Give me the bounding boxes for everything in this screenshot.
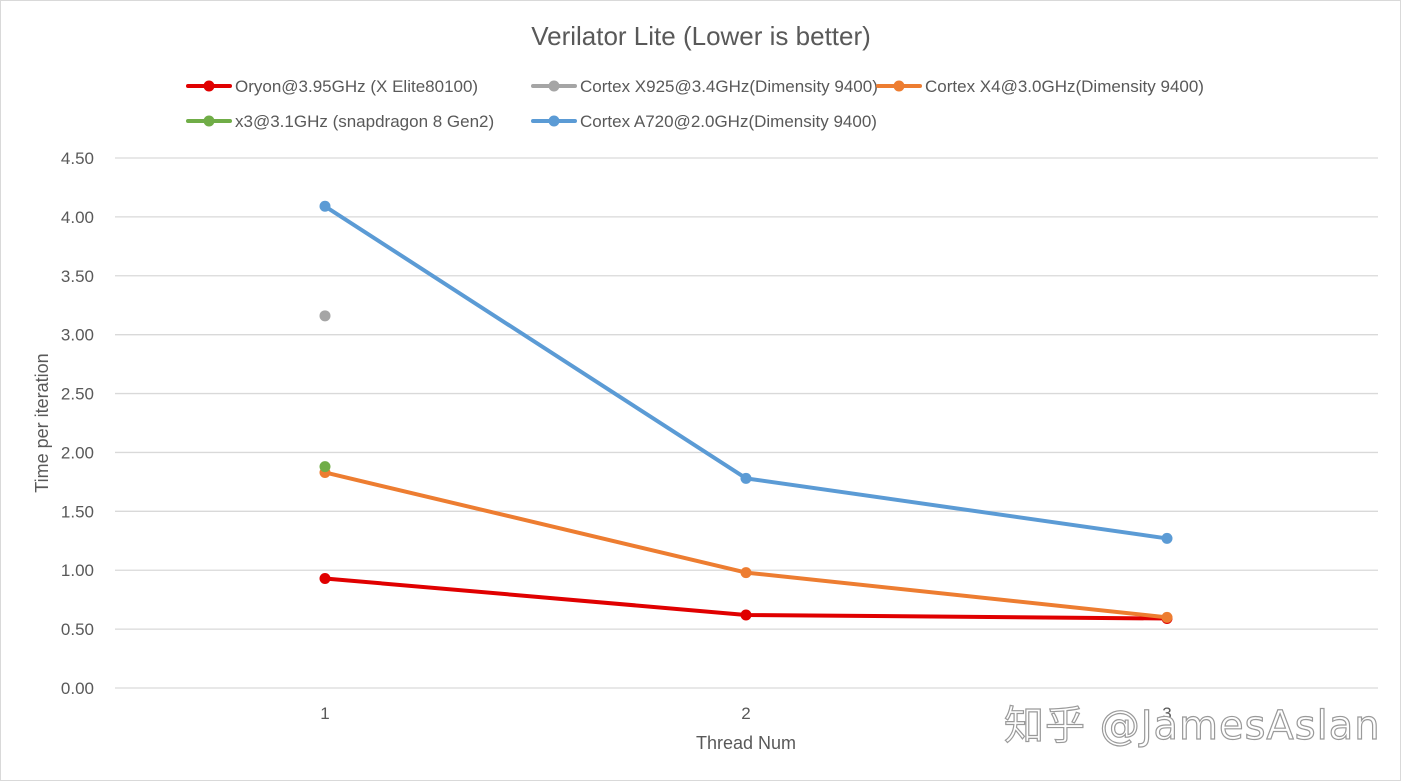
legend-swatch-marker: [893, 80, 905, 92]
series-0: [319, 572, 1173, 625]
series-3: [319, 461, 331, 473]
legend-label: x3@3.1GHz (snapdragon 8 Gen2): [235, 112, 494, 131]
data-point: [740, 567, 752, 579]
y-tick-label: 1.50: [61, 502, 94, 521]
legend-swatch-marker: [203, 80, 215, 92]
y-tick-label: 0.00: [61, 679, 94, 698]
series-line: [323, 204, 1169, 541]
y-tick-label: 4.00: [61, 208, 94, 227]
data-point: [740, 609, 752, 621]
series-4: [319, 200, 1173, 544]
y-tick-label: 1.00: [61, 561, 94, 580]
watermark: 知乎 @JamesAslan: [1004, 703, 1381, 749]
y-tick-label: 0.50: [61, 620, 94, 639]
legend-swatch-marker: [548, 80, 560, 92]
y-tick-label: 2.50: [61, 385, 94, 404]
series-layer: [319, 200, 1173, 625]
legend-item: Cortex X4@3.0GHz(Dimensity 9400): [876, 77, 1204, 96]
chart-title: Verilator Lite (Lower is better): [531, 21, 871, 51]
legend-item: Cortex X925@3.4GHz(Dimensity 9400): [531, 77, 878, 96]
x-tick-label: 2: [741, 704, 750, 723]
gridlines: [115, 157, 1378, 689]
series-1: [319, 310, 331, 322]
legend-label: Cortex A720@2.0GHz(Dimensity 9400): [580, 112, 877, 131]
y-axis-ticks: 0.00 0.50 1.00 1.50 2.00 2.50 3.00 3.50 4.00 4.50: [61, 149, 94, 698]
x-tick-label: 3: [1162, 704, 1171, 723]
legend-swatch-marker: [203, 115, 215, 127]
data-point: [319, 310, 331, 322]
data-point: [1161, 611, 1173, 623]
y-tick-label: 2.00: [61, 443, 94, 462]
data-point: [1161, 532, 1173, 544]
y-axis-title: Time per iteration: [32, 353, 52, 492]
data-point: [319, 461, 331, 473]
data-point: [740, 472, 752, 484]
legend-swatch-marker: [548, 115, 560, 127]
series-line: [323, 470, 1169, 620]
legend: Oryon@3.95GHz (X Elite80100) Cortex X925@…: [186, 77, 1204, 131]
series-2: [319, 466, 1173, 623]
legend-label: Oryon@3.95GHz (X Elite80100): [235, 77, 478, 96]
y-tick-label: 4.50: [61, 149, 94, 168]
legend-label: Cortex X925@3.4GHz(Dimensity 9400): [580, 77, 878, 96]
data-point: [319, 200, 331, 212]
x-axis-ticks: 1 2 3: [320, 704, 1171, 723]
legend-item: x3@3.1GHz (snapdragon 8 Gen2): [186, 112, 494, 131]
x-axis-title: Thread Num: [696, 733, 796, 753]
x-tick-label: 1: [320, 704, 329, 723]
data-point: [319, 572, 331, 584]
y-tick-label: 3.00: [61, 326, 94, 345]
legend-item: Cortex A720@2.0GHz(Dimensity 9400): [531, 112, 877, 131]
y-tick-label: 3.50: [61, 267, 94, 286]
legend-label: Cortex X4@3.0GHz(Dimensity 9400): [925, 77, 1204, 96]
legend-item: Oryon@3.95GHz (X Elite80100): [186, 77, 478, 96]
